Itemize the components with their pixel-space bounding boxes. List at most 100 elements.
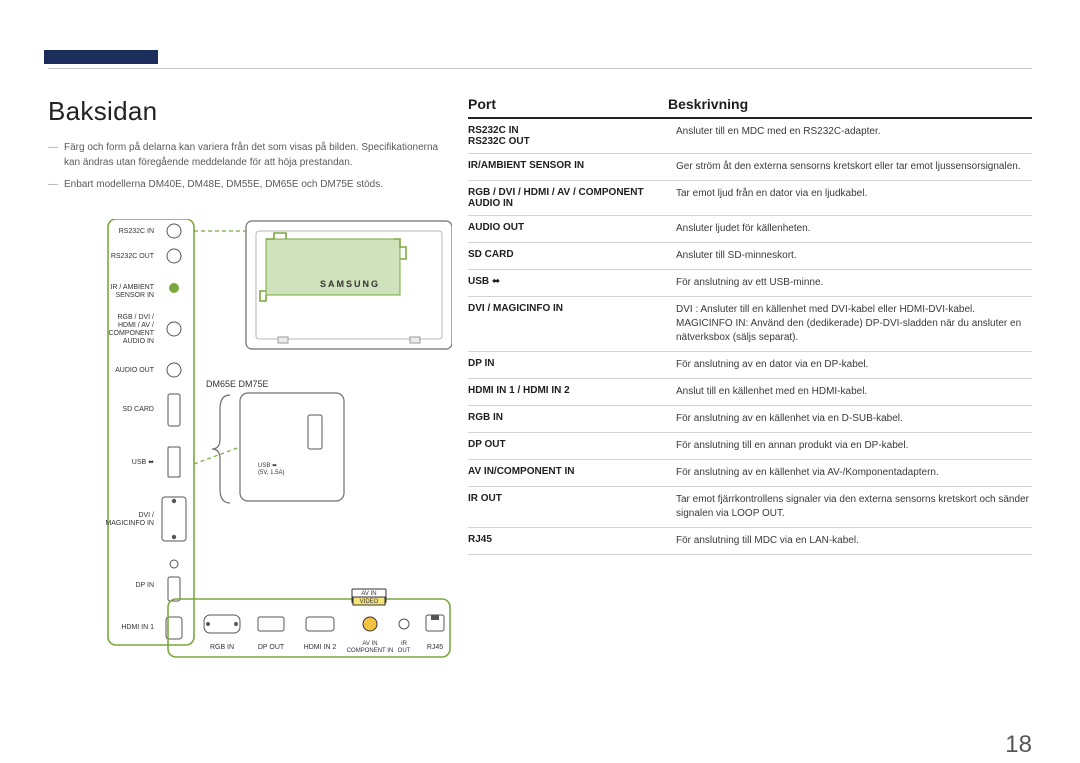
table-row: RGB / DVI / HDMI / AV / COMPONENTAUDIO I… [468, 181, 1032, 216]
port-desc: För anslutning av en källenhet via en D-… [676, 412, 1032, 426]
table-row: SD CARDAnsluter till SD-minneskort. [468, 243, 1032, 270]
table-row: RJ45För anslutning till MDC via en LAN-k… [468, 528, 1032, 555]
table-row: USB ⬌För anslutning av ett USB-minne. [468, 270, 1032, 297]
usb-inset-label-1: USB ⬌ [258, 463, 277, 469]
label-audio-in: RGB / DVI / [117, 314, 154, 321]
bl-hdmi2: HDMI IN 2 [304, 644, 337, 651]
conn-audio-out [167, 363, 181, 377]
table-row: HDMI IN 1 / HDMI IN 2Anslut till en käll… [468, 379, 1032, 406]
accent-bar [44, 50, 158, 64]
ports-table: Port Beskrivning RS232C INRS232C OUTAnsl… [468, 96, 1032, 555]
conn-dp-out [258, 617, 284, 631]
notes-block: ―Färg och form på delarna kan variera fr… [48, 141, 452, 193]
models-label: DM65E DM75E [206, 379, 269, 389]
label-dvi-1: DVI / [138, 512, 154, 519]
page-title: Baksidan [48, 96, 452, 127]
label-rs232c-in: RS232C IN [119, 228, 154, 235]
conn-audio-in [167, 322, 181, 336]
port-desc: För anslutning till MDC via en LAN-kabel… [676, 534, 1032, 548]
port-name: DP IN [468, 358, 676, 372]
conn-dvi [162, 497, 186, 541]
label-usb-left: USB ⬌ [132, 459, 154, 466]
port-name: HDMI IN 1 / HDMI IN 2 [468, 385, 676, 399]
bl-irout-1: IR [401, 641, 408, 647]
th-desc: Beskrivning [668, 96, 1032, 112]
conn-hdmi-in2 [306, 617, 334, 631]
table-row: DP OUTFör anslutning till en annan produ… [468, 433, 1032, 460]
bl-avin-1: AV IN [362, 641, 377, 647]
port-name: RJ45 [468, 534, 676, 548]
svg-text:HDMI / AV /: HDMI / AV / [118, 322, 154, 329]
port-name: USB ⬌ [468, 276, 676, 290]
table-row: RGB INFör anslutning av en källenhet via… [468, 406, 1032, 433]
label-rs232c-out: RS232C OUT [111, 253, 155, 260]
table-row: DVI / MAGICINFO INDVI : Ansluter till en… [468, 297, 1032, 352]
usb-inset-outline [240, 393, 344, 501]
port-desc: Ansluter till en MDC med en RS232C-adapt… [676, 125, 1032, 147]
port-desc: Tar emot fjärrkontrollens signaler via d… [676, 493, 1032, 521]
port-name: IR OUT [468, 493, 676, 521]
table-row: DP INFör anslutning av en dator via en D… [468, 352, 1032, 379]
conn-rs232c-out [167, 249, 181, 263]
avin-tag: VIDEO [360, 599, 379, 605]
bl-irout-2: OUT [398, 648, 411, 654]
port-name: AV IN/COMPONENT IN [468, 466, 676, 480]
port-name: DVI / MAGICINFO IN [468, 303, 676, 345]
avin-title: AV IN [361, 591, 376, 597]
svg-text:MAGICINFO IN: MAGICINFO IN [105, 520, 154, 527]
conn-sd-card [168, 394, 180, 426]
conn-ir-out [399, 619, 409, 629]
conn-rs232c-in [167, 224, 181, 238]
label-dpin: DP IN [135, 582, 154, 589]
table-row: AV IN/COMPONENT INFör anslutning av en k… [468, 460, 1032, 487]
port-desc: Ger ström åt den externa sensorns kretsk… [676, 160, 1032, 174]
label-sd-card: SD CARD [122, 406, 154, 413]
label-audio-out: AUDIO OUT [115, 367, 155, 374]
port-desc: Ansluter till SD-minneskort. [676, 249, 1032, 263]
port-desc: Anslut till en källenhet med en HDMI-kab… [676, 385, 1032, 399]
curly-brace [212, 395, 230, 503]
conn-dp-in [168, 577, 180, 601]
port-desc: För anslutning av ett USB-minne. [676, 276, 1032, 290]
th-port: Port [468, 96, 668, 112]
port-desc: Ansluter ljudet för källenheten. [676, 222, 1032, 236]
table-row: RS232C INRS232C OUTAnsluter till en MDC … [468, 119, 1032, 154]
port-name: RS232C INRS232C OUT [468, 125, 676, 147]
bl-dp-out: DP OUT [258, 644, 285, 651]
port-desc: För anslutning av en dator via en DP-kab… [676, 358, 1032, 372]
port-desc: För anslutning av en källenhet via AV-/K… [676, 466, 1032, 480]
usb-inset-label-2: (5V, 1.5A) [258, 470, 284, 476]
port-name: RGB / DVI / HDMI / AV / COMPONENTAUDIO I… [468, 187, 676, 209]
table-row: IR/AMBIENT SENSOR INGer ström åt den ext… [468, 154, 1032, 181]
leader-2 [194, 447, 240, 464]
port-desc: För anslutning till en annan produkt via… [676, 439, 1032, 453]
conn-usb-left [168, 447, 180, 477]
port-name: RGB IN [468, 412, 676, 426]
page-number: 18 [1005, 731, 1032, 759]
port-name: IR/AMBIENT SENSOR IN [468, 160, 676, 174]
label-hdmiin1: HDMI IN 1 [121, 624, 154, 631]
bl-rj45: RJ45 [427, 644, 443, 651]
header-divider [48, 68, 1032, 69]
port-name: DP OUT [468, 439, 676, 453]
svg-text:SENSOR IN: SENSOR IN [115, 292, 154, 299]
port-name: AUDIO OUT [468, 222, 676, 236]
conn-av-in [363, 617, 377, 631]
bl-avin-2: COMPONENT IN [347, 648, 394, 654]
note-text: Färg och form på delarna kan variera frå… [64, 141, 452, 170]
conn-dvi-captive [170, 560, 178, 568]
ports-diagram: RS232C IN RS232C OUT IR / AMBIENT SENSOR… [48, 219, 452, 709]
port-name: SD CARD [468, 249, 676, 263]
note-text: Enbart modellerna DM40E, DM48E, DM55E, D… [64, 178, 383, 193]
table-row: IR OUTTar emot fjärrkontrollens signaler… [468, 487, 1032, 528]
conn-ir-ambient [169, 283, 179, 293]
label-ir-ambient: IR / AMBIENT [110, 284, 154, 291]
svg-text:COMPONENT: COMPONENT [109, 330, 155, 337]
bl-rgb-in: RGB IN [210, 644, 234, 651]
svg-text:AUDIO IN: AUDIO IN [123, 338, 154, 345]
table-row: AUDIO OUTAnsluter ljudet för källenheten… [468, 216, 1032, 243]
brand-text: SAMSUNG [320, 279, 380, 289]
port-desc: Tar emot ljud från en dator via en ljudk… [676, 187, 1032, 209]
conn-usb-inset [308, 415, 322, 449]
port-desc: DVI : Ansluter till en källenhet med DVI… [676, 303, 1032, 345]
